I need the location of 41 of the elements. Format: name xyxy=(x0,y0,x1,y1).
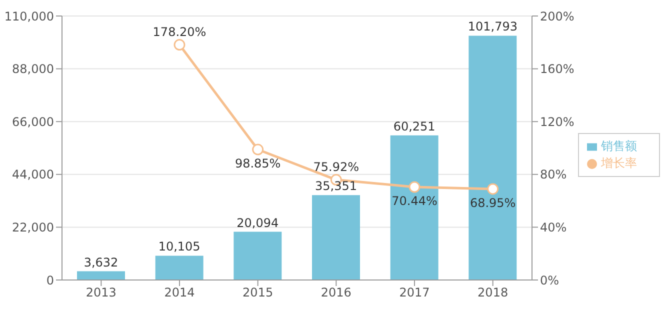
x-tick-label: 2013 xyxy=(86,286,116,300)
y-tick-label: 44,000 xyxy=(12,168,54,182)
x-tick-label: 2017 xyxy=(399,286,430,300)
data-label: 3,632 xyxy=(84,255,118,270)
data-label: 10,105 xyxy=(158,240,200,254)
data-label: 178.20% xyxy=(152,24,206,39)
x-tick-label: 2015 xyxy=(242,286,274,300)
x-tick-label: 2018 xyxy=(478,286,508,300)
legend-label: 销售额 xyxy=(601,139,637,153)
x-tick-label: 2014 xyxy=(164,286,195,300)
data-label: 70.44% xyxy=(392,194,438,208)
y-tick-label: 0 xyxy=(46,273,54,288)
y2-tick-label: 120% xyxy=(540,114,574,129)
point xyxy=(174,39,186,51)
data-label: 35,351 xyxy=(315,179,357,194)
point xyxy=(252,144,264,156)
point xyxy=(487,183,499,195)
y2-tick-label: 160% xyxy=(540,62,574,76)
y2-tick-label: 0% xyxy=(540,273,560,288)
point xyxy=(408,181,420,193)
y2-tick-label: 200% xyxy=(540,9,574,24)
data-label: 20,094 xyxy=(236,216,279,230)
data-label: 75.92% xyxy=(313,160,360,174)
bar xyxy=(312,195,360,280)
y2-tick-label: 40% xyxy=(540,220,567,234)
data-label: 101,793 xyxy=(468,20,518,34)
y-tick-label: 22,000 xyxy=(12,220,54,234)
bar xyxy=(234,232,282,280)
y2-tick-label: 80% xyxy=(540,168,567,182)
y-tick-label: 66,000 xyxy=(12,114,54,129)
bar xyxy=(155,256,204,280)
data-label: 98.85% xyxy=(234,156,281,171)
bar xyxy=(390,135,438,280)
data-label: 68.95% xyxy=(470,196,516,210)
data-label: 60,251 xyxy=(393,119,436,134)
y-tick-label: 88,000 xyxy=(12,62,54,76)
bar xyxy=(468,36,517,280)
y-tick-label: 110,000 xyxy=(4,9,54,24)
legend-label: 增长率 xyxy=(601,156,637,170)
x-tick-label: 2016 xyxy=(320,286,352,300)
bar xyxy=(77,271,125,280)
